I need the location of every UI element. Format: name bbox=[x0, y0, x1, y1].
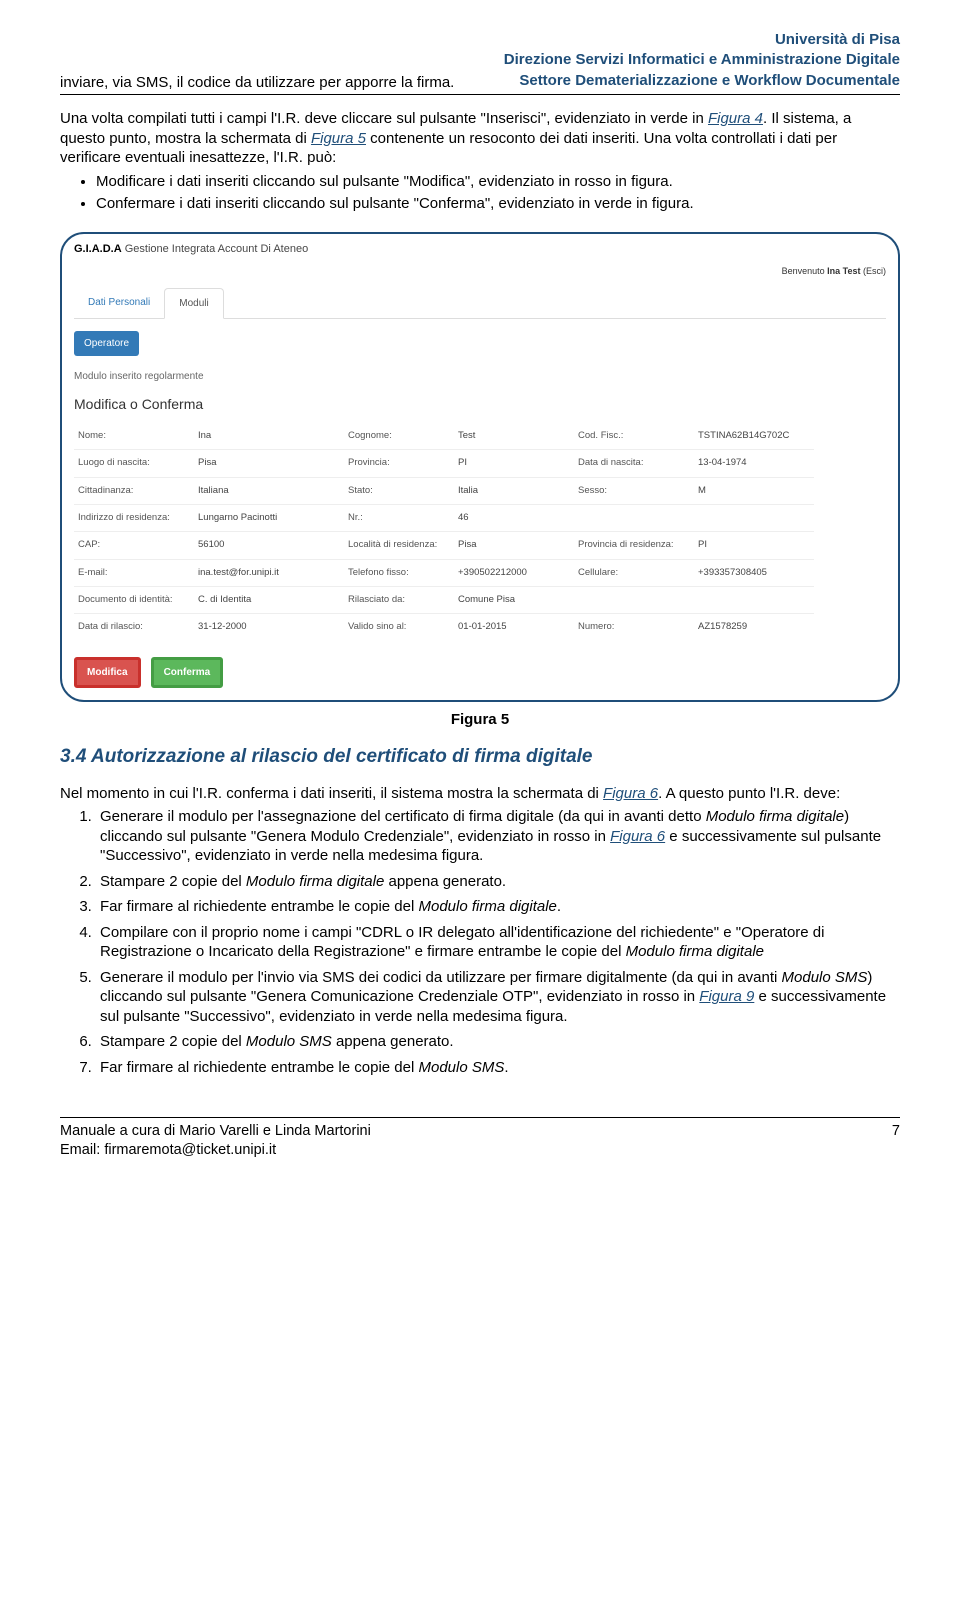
lbl-val: Valido sino al: bbox=[344, 613, 454, 640]
val-tel: +390502212000 bbox=[454, 559, 574, 586]
footer-email: Email: firmaremota@ticket.unipi.it bbox=[60, 1141, 371, 1160]
val-loc: Pisa bbox=[454, 531, 574, 558]
welcome-pre: Benvenuto bbox=[782, 266, 828, 276]
lbl-datan: Data di nascita: bbox=[574, 449, 694, 476]
link-figura6b[interactable]: Figura 6 bbox=[610, 828, 665, 845]
lbl-citt: Cittadinanza: bbox=[74, 477, 194, 504]
lbl-num: Numero: bbox=[574, 613, 694, 640]
list-item-3: Far firmare al richiedente entrambe le c… bbox=[96, 897, 900, 917]
bullet-1: Modificare i dati inseriti cliccando sul… bbox=[96, 172, 900, 192]
lbl-tel: Telefono fisso: bbox=[344, 559, 454, 586]
p2-text-b: . A questo punto l'I.R. deve: bbox=[658, 785, 840, 802]
status-message: Modulo inserito regolarmente bbox=[74, 370, 886, 383]
link-figura9[interactable]: Figura 9 bbox=[699, 988, 754, 1005]
val-nr: 46 bbox=[454, 504, 574, 531]
val-citt: Italiana bbox=[194, 477, 344, 504]
list-item-6: Stampare 2 copie del Modulo SMS appena g… bbox=[96, 1032, 900, 1052]
paragraph-2: Nel momento in cui l'I.R. conferma i dat… bbox=[60, 784, 900, 1078]
val-ind: Lungarno Pacinotti bbox=[194, 504, 344, 531]
val-stato: Italia bbox=[454, 477, 574, 504]
val-provr: PI bbox=[694, 531, 814, 558]
page-number: 7 bbox=[892, 1122, 900, 1160]
lbl-prov: Provincia: bbox=[344, 449, 454, 476]
page-footer: Manuale a cura di Mario Varelli e Linda … bbox=[60, 1117, 900, 1160]
lbl-cap: CAP: bbox=[74, 531, 194, 558]
val-cf: TSTINA62B14G702C bbox=[694, 423, 814, 449]
lbl-sesso: Sesso: bbox=[574, 477, 694, 504]
numbered-list: Generare il modulo per l'assegnazione de… bbox=[96, 807, 900, 1077]
lbl-luogo: Luogo di nascita: bbox=[74, 449, 194, 476]
list-item-1: Generare il modulo per l'assegnazione de… bbox=[96, 807, 900, 866]
tab-moduli[interactable]: Moduli bbox=[164, 288, 223, 319]
lbl-stato: Stato: bbox=[344, 477, 454, 504]
lbl-cf: Cod. Fisc.: bbox=[574, 423, 694, 449]
form-section-title: Modifica o Conferma bbox=[74, 395, 886, 413]
val-datar: 31-12-2000 bbox=[194, 613, 344, 640]
val-num: AZ1578259 bbox=[694, 613, 814, 640]
val-sesso: M bbox=[694, 477, 814, 504]
val-prov: PI bbox=[454, 449, 574, 476]
val-cell: +393357308405 bbox=[694, 559, 814, 586]
p2-text-a: Nel momento in cui l'I.R. conferma i dat… bbox=[60, 785, 603, 802]
lbl-nome: Nome: bbox=[74, 423, 194, 449]
form-grid: Nome: Ina Cognome: Test Cod. Fisc.: TSTI… bbox=[74, 423, 886, 641]
list-item-5: Generare il modulo per l'invio via SMS d… bbox=[96, 968, 900, 1027]
modifica-button[interactable]: Modifica bbox=[74, 657, 141, 688]
list-item-7: Far firmare al richiedente entrambe le c… bbox=[96, 1058, 900, 1078]
val-val: 01-01-2015 bbox=[454, 613, 574, 640]
operatore-button[interactable]: Operatore bbox=[74, 331, 139, 356]
app-title-rest: Gestione Integrata Account Di Ateneo bbox=[122, 243, 309, 255]
lbl-cognome: Cognome: bbox=[344, 423, 454, 449]
app-title-strong: G.I.A.D.A bbox=[74, 243, 122, 255]
link-figura6[interactable]: Figura 6 bbox=[603, 785, 658, 802]
lbl-nr: Nr.: bbox=[344, 504, 454, 531]
val-doc: C. di Identita bbox=[194, 586, 344, 613]
lbl-doc: Documento di identità: bbox=[74, 586, 194, 613]
footer-author: Manuale a cura di Mario Varelli e Linda … bbox=[60, 1122, 371, 1141]
link-figura5[interactable]: Figura 5 bbox=[311, 130, 366, 147]
welcome-text: Benvenuto Ina Test (Esci) bbox=[74, 266, 886, 278]
conferma-button[interactable]: Conferma bbox=[151, 657, 224, 688]
welcome-post[interactable]: (Esci) bbox=[861, 266, 887, 276]
bullet-list: Modificare i dati inseriti cliccando sul… bbox=[96, 172, 900, 214]
footer-left: Manuale a cura di Mario Varelli e Linda … bbox=[60, 1122, 371, 1160]
val-nome: Ina bbox=[194, 423, 344, 449]
list-item-4: Compilare con il proprio nome i campi "C… bbox=[96, 923, 900, 962]
app-title: G.I.A.D.A Gestione Integrata Account Di … bbox=[74, 242, 886, 256]
p1-text-a: Una volta compilati tutti i campi l'I.R.… bbox=[60, 110, 708, 127]
app-screenshot: G.I.A.D.A Gestione Integrata Account Di … bbox=[60, 232, 900, 702]
val-cap: 56100 bbox=[194, 531, 344, 558]
lbl-datar: Data di rilascio: bbox=[74, 613, 194, 640]
header-line2: Direzione Servizi Informatici e Amminist… bbox=[60, 50, 900, 70]
lbl-cell: Cellulare: bbox=[574, 559, 694, 586]
val-datan: 13-04-1974 bbox=[694, 449, 814, 476]
tab-bar: Dati Personali Moduli bbox=[74, 288, 886, 319]
link-figura4[interactable]: Figura 4 bbox=[708, 110, 763, 127]
val-ril: Comune Pisa bbox=[454, 586, 574, 613]
lbl-ril: Rilasciato da: bbox=[344, 586, 454, 613]
bullet-2: Confermare i dati inseriti cliccando sul… bbox=[96, 194, 900, 214]
figure-caption: Figura 5 bbox=[60, 710, 900, 730]
action-row: Modifica Conferma bbox=[74, 657, 886, 688]
welcome-name: Ina Test bbox=[827, 266, 860, 276]
lbl-ind: Indirizzo di residenza: bbox=[74, 504, 194, 531]
uni-name: Università di Pisa bbox=[60, 30, 900, 50]
tab-dati-personali[interactable]: Dati Personali bbox=[74, 288, 164, 318]
list-item-2: Stampare 2 copie del Modulo firma digita… bbox=[96, 872, 900, 892]
paragraph-1: Una volta compilati tutti i campi l'I.R.… bbox=[60, 109, 900, 214]
section-heading: 3.4 Autorizzazione al rilascio del certi… bbox=[60, 745, 900, 770]
val-cognome: Test bbox=[454, 423, 574, 449]
val-email: ina.test@for.unipi.it bbox=[194, 559, 344, 586]
val-luogo: Pisa bbox=[194, 449, 344, 476]
lbl-provr: Provincia di residenza: bbox=[574, 531, 694, 558]
lbl-loc: Località di residenza: bbox=[344, 531, 454, 558]
lbl-email: E-mail: bbox=[74, 559, 194, 586]
